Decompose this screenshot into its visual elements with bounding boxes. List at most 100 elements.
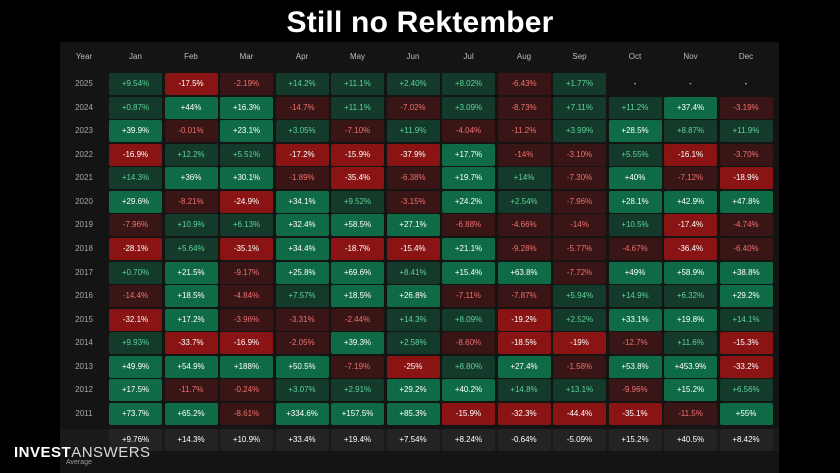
average-cell: +40.5% — [664, 428, 717, 451]
heatmap-cell: +65.2% — [164, 402, 218, 425]
heatmap-cell: +14.3% — [386, 308, 440, 331]
heatmap-cell: +14.2% — [275, 73, 329, 95]
year-label: 2025 — [75, 79, 93, 88]
heatmap-cell: -17.4% — [664, 214, 717, 237]
heatmap-cell: +3.05% — [275, 120, 329, 143]
heatmap-cell: -11.5% — [664, 402, 717, 425]
heatmap-cell: +7.11% — [553, 96, 606, 119]
heatmap-cell: -9.17% — [220, 261, 273, 284]
average-cell: +7.54% — [386, 428, 440, 451]
average-cell: +33.4% — [275, 428, 329, 451]
heatmap-cell: -17.5% — [164, 73, 218, 95]
heatmap-cell: +85.3% — [386, 402, 440, 425]
heatmap-cell: +21.1% — [442, 237, 495, 260]
heatmap-cell: -8.73% — [497, 96, 551, 119]
heatmap-cell: -36.4% — [664, 237, 717, 260]
heatmap-cell: -3.15% — [386, 190, 440, 213]
heatmap-cell: +29.2% — [719, 285, 773, 308]
heatmap-cell: +13.1% — [553, 379, 606, 402]
heatmap-cell: -3.31% — [275, 308, 329, 331]
heatmap-cell: +2.40% — [386, 73, 440, 95]
heatmap-cell: -28.1% — [109, 237, 162, 260]
heatmap-cell: +14.3% — [109, 167, 162, 190]
average-cell: +15.2% — [608, 428, 662, 451]
heatmap-cell: +5.55% — [608, 143, 662, 166]
heatmap-cell: -2.44% — [331, 308, 384, 331]
heatmap-cell: -16.9% — [109, 143, 162, 166]
heatmap-cell: +23.1% — [220, 120, 273, 143]
brand-logo: INVESTANSWERS — [14, 444, 151, 461]
heatmap-cell: -14.7% — [275, 96, 329, 119]
average-cell: +8.24% — [442, 428, 495, 451]
heatmap-cell: +3.07% — [275, 379, 329, 402]
heatmap-cell: -44.4% — [553, 402, 606, 425]
heatmap-cell: +8.41% — [386, 261, 440, 284]
heatmap-cell: -0.01% — [164, 120, 218, 143]
heatmap-cell: +5.51% — [220, 143, 273, 166]
heatmap-cell: -19% — [553, 332, 606, 355]
year-label: 2019 — [75, 220, 93, 230]
heatmap-cell: +28.1% — [608, 190, 662, 213]
heatmap-cell: -4.67% — [608, 237, 662, 260]
heatmap-cell: -9.28% — [497, 237, 551, 260]
heatmap-cell: -11.7% — [164, 379, 218, 402]
heatmap-cell: -4.04% — [442, 120, 495, 143]
heatmap-cell: +14.1% — [719, 308, 773, 331]
year-label: 2021 — [75, 173, 93, 183]
average-cell: +10.9% — [220, 428, 273, 451]
year-label: 2018 — [75, 243, 93, 253]
heatmap-cell: +6.56% — [719, 379, 773, 402]
heatmap-cell: +34.1% — [275, 190, 329, 213]
heatmap-cell: -3.70% — [719, 143, 773, 166]
heatmap-cell: -15.3% — [719, 332, 773, 355]
heatmap-cell: +453.9% — [664, 355, 717, 378]
year-label: 2016 — [75, 291, 93, 301]
heatmap-cell: +73.7% — [109, 402, 162, 425]
month-header-feb: Feb — [184, 52, 198, 61]
year-label: 2014 — [75, 338, 93, 348]
heatmap-cell: +39.3% — [331, 332, 384, 355]
heatmap-cell: +42.9% — [664, 190, 717, 213]
heatmap-cell: +15.2% — [664, 379, 717, 402]
month-header-aug: Aug — [516, 52, 532, 61]
heatmap-cell: +18.5% — [164, 285, 218, 308]
heatmap-cell: +2.58% — [386, 332, 440, 355]
heatmap-cell: -9.96% — [608, 379, 662, 402]
heatmap-cell: +11.6% — [664, 332, 717, 355]
heatmap-cell: -15.4% — [386, 237, 440, 260]
heatmap-cell: -7.02% — [386, 96, 440, 119]
brand-logo-light: ANSWERS — [71, 444, 151, 461]
month-header-jul: Jul — [463, 52, 474, 61]
heatmap-cell: - — [689, 79, 692, 88]
month-header-nov: Nov — [683, 52, 698, 61]
heatmap-cell: +14% — [497, 167, 551, 190]
year-label: 2023 — [75, 126, 93, 136]
heatmap-cell: +12.2% — [164, 143, 218, 166]
heatmap-cell: +5.64% — [164, 237, 218, 260]
heatmap-cell: - — [633, 79, 637, 88]
heatmap-cell: +27.4% — [497, 355, 551, 378]
heatmap-cell: -7.19% — [331, 355, 384, 378]
heatmap-cell: -7.96% — [553, 190, 606, 213]
heatmap-cell: +7.57% — [275, 285, 329, 308]
heatmap-cell: +19.8% — [664, 308, 717, 331]
heatmap-cell: +34.4% — [275, 237, 329, 260]
heatmap-cell: +21.5% — [164, 261, 218, 284]
heatmap-cell: +8.09% — [442, 308, 495, 331]
heatmap-cell: -7.87% — [497, 285, 551, 308]
heatmap-cell: +69.6% — [331, 261, 384, 284]
heatmap-cell: -18.9% — [719, 167, 773, 190]
heatmap-cell: +24.2% — [442, 190, 495, 213]
average-cell: +9.76% — [109, 428, 162, 451]
heatmap-cell: +40% — [608, 167, 662, 190]
heatmap-cell: -35.4% — [331, 167, 384, 190]
heatmap-cell: -15.9% — [442, 402, 495, 425]
heatmap-cell: +54.9% — [164, 355, 218, 378]
heatmap-cell: -25% — [386, 355, 440, 378]
heatmap-cell: +334.6% — [275, 402, 329, 425]
average-row-label: Average — [66, 459, 92, 466]
month-header-apr: Apr — [295, 52, 309, 61]
heatmap-cell: +63.8% — [497, 261, 551, 284]
heatmap-cell: -12.7% — [608, 332, 662, 355]
heatmap-cell: +39.9% — [109, 120, 162, 143]
